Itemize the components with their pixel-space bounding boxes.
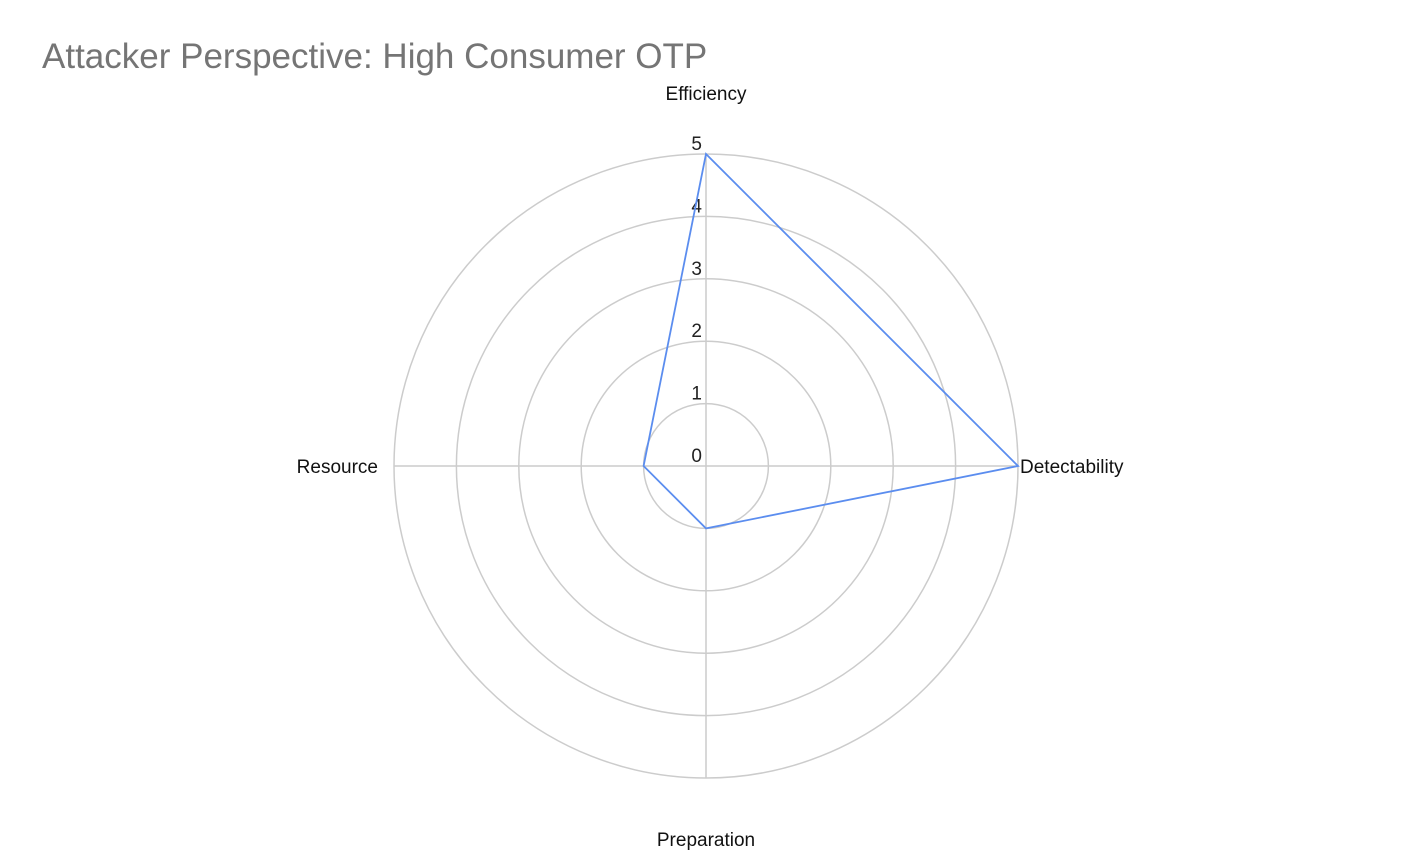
- radar-grid: [393, 153, 1019, 779]
- chart-title: Attacker Perspective: High Consumer OTP: [42, 37, 708, 76]
- tick-label: 5: [691, 134, 702, 155]
- axis-label-detectability: Detectability: [1020, 457, 1124, 478]
- series-layer: [642, 152, 1020, 530]
- axis-label-preparation: Preparation: [657, 830, 755, 851]
- tick-label: 0: [691, 446, 702, 467]
- tick-label: 3: [691, 259, 702, 280]
- axis-label-resource: Resource: [297, 457, 378, 478]
- series-polygon: [642, 152, 1020, 530]
- tick-label: 1: [691, 384, 702, 405]
- axis-label-efficiency: Efficiency: [666, 84, 747, 105]
- tick-label: 4: [691, 196, 702, 217]
- tick-label: 2: [691, 321, 702, 342]
- axis-labels: Efficiency Detectability Preparation Resour…: [297, 84, 1124, 851]
- radial-tick-labels: 0 1 2 3 4 5: [691, 134, 702, 467]
